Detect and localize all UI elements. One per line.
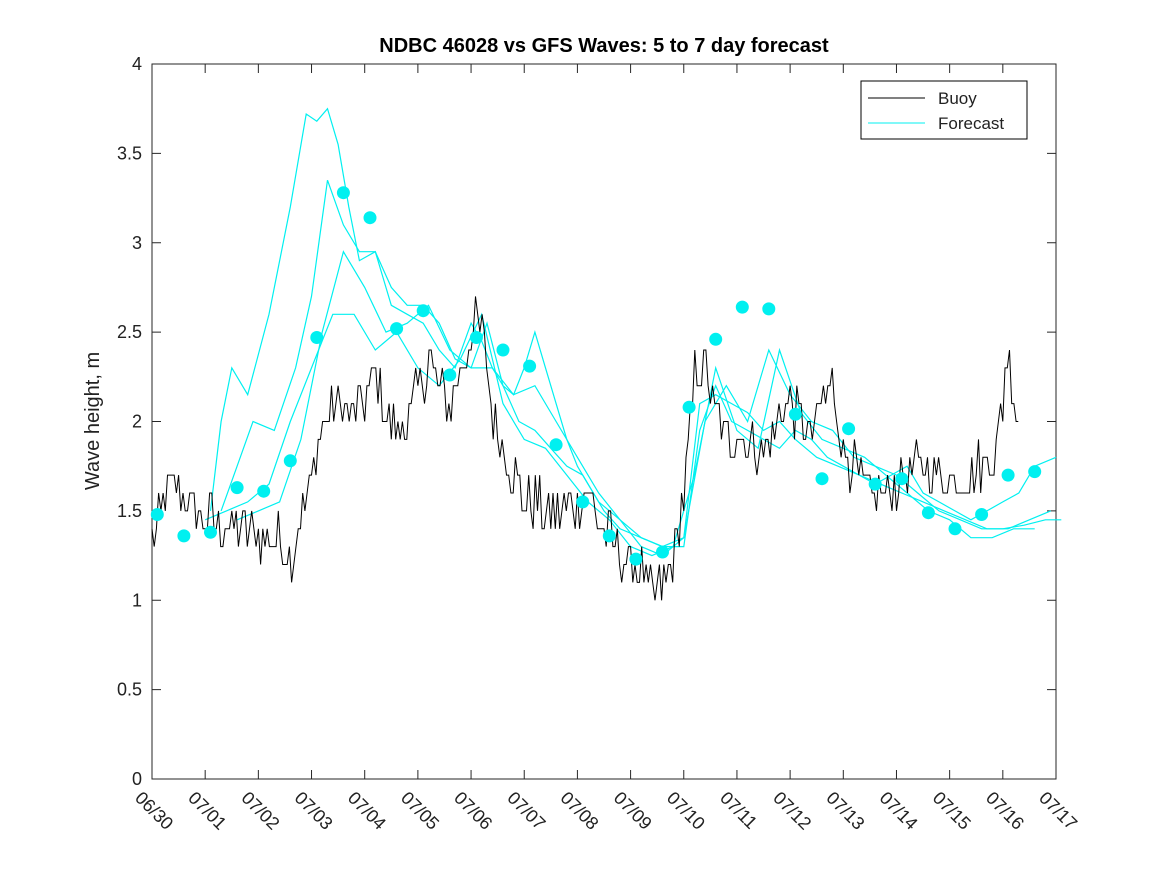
y-tick-label: 0.5 — [117, 680, 142, 700]
forecast-marker — [735, 300, 749, 314]
forecast-marker — [1028, 465, 1042, 479]
forecast-marker — [257, 484, 271, 498]
chart-title: NDBC 46028 vs GFS Waves: 5 to 7 day fore… — [379, 35, 829, 57]
legend-forecast-label: Forecast — [938, 114, 1004, 133]
forecast-marker — [549, 438, 563, 452]
legend: Buoy Forecast — [860, 80, 1028, 140]
forecast-marker — [523, 359, 537, 373]
forecast-marker — [629, 552, 643, 566]
forecast-marker — [1001, 468, 1015, 482]
y-tick-label: 1.5 — [117, 501, 142, 521]
forecast-marker — [682, 400, 696, 414]
forecast-marker — [310, 331, 324, 344]
forecast-marker — [842, 422, 856, 436]
buoy-line — [151, 296, 1019, 601]
forecast-marker — [496, 343, 510, 357]
forecast-marker — [416, 304, 430, 318]
y-axis-label: Wave height, m — [82, 352, 104, 490]
forecast-marker — [762, 302, 776, 316]
forecast-marker — [656, 545, 669, 559]
forecast-marker — [948, 522, 962, 536]
forecast-marker — [868, 477, 882, 491]
forecast-marker — [788, 407, 802, 421]
y-tick-label: 1 — [132, 590, 142, 610]
forecast-run-line — [236, 250, 1062, 557]
legend-box — [860, 80, 1028, 140]
y-tick-label: 2.5 — [117, 322, 142, 342]
forecast-marker — [204, 525, 217, 539]
legend-buoy-label: Buoy — [938, 89, 977, 108]
y-tick-label: 3.5 — [117, 143, 142, 163]
forecast-marker — [921, 506, 935, 520]
forecast-marker — [709, 332, 723, 346]
forecast-marker — [336, 186, 350, 200]
forecast-marker — [975, 508, 989, 521]
y-tick-label: 3 — [132, 233, 142, 253]
forecast-marker — [815, 472, 829, 486]
forecast-marker — [230, 481, 244, 495]
forecast-marker — [150, 508, 164, 521]
forecast-marker — [469, 331, 483, 344]
y-tick-label: 0 — [132, 769, 142, 789]
forecast-marker — [390, 322, 404, 336]
forecast-run-line — [220, 179, 1051, 548]
forecast-marker — [177, 529, 191, 543]
forecast-marker — [283, 454, 297, 468]
forecast-run-line — [204, 312, 1035, 557]
forecast-marker — [576, 495, 590, 509]
forecast-marker — [602, 529, 616, 543]
forecast-marker — [443, 368, 457, 382]
y-tick-label: 4 — [132, 54, 142, 74]
forecast-marker — [363, 211, 377, 225]
forecast-marker — [895, 472, 909, 486]
y-tick-label: 2 — [132, 412, 142, 432]
